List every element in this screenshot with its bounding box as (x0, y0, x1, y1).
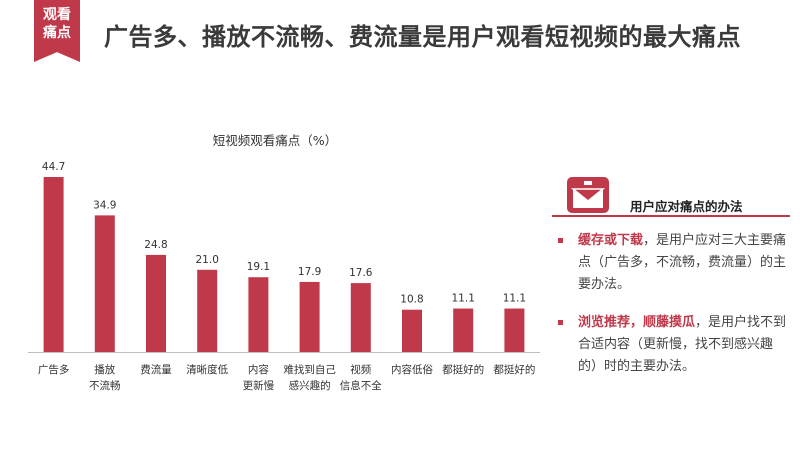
tip-body: 浏览推荐，顺藤摸瓜，是用户找不到合适内容（更新慢，找不到感兴趣的）时的主要办法。 (578, 312, 788, 378)
bullet-icon (558, 320, 563, 325)
bar (504, 308, 525, 352)
data-label: 21.0 (196, 254, 219, 266)
bar (94, 215, 115, 352)
tip-item: 浏览推荐，顺藤摸瓜，是用户找不到合适内容（更新慢，找不到感兴趣的）时的主要办法。 (558, 312, 788, 378)
data-label: 34.9 (93, 199, 116, 211)
chart-title: 短视频观看痛点（%） (212, 133, 338, 148)
data-label: 17.9 (298, 266, 321, 278)
tip-body: 缓存或下载，是用户应对三大主要痛点（广告多，不流畅，费流量）的主要办法。 (578, 230, 788, 296)
bar (43, 177, 64, 352)
data-label: 19.1 (247, 261, 270, 273)
bar (248, 277, 269, 352)
tip-highlight: 缓存或下载 (578, 233, 644, 248)
data-label: 10.8 (400, 294, 423, 306)
tick-label: 信息不全 (340, 379, 382, 392)
panel-title: 用户应对痛点的办法 (630, 199, 743, 214)
bar (299, 281, 320, 352)
tip-highlight: 浏览推荐，顺藤摸瓜 (578, 315, 696, 330)
tick-label: 内容 (248, 363, 269, 376)
section-badge-label: 观看 痛点 (43, 7, 71, 41)
bar (453, 308, 474, 352)
tick-label: 都挺好的 (442, 363, 484, 376)
envelope-icon (567, 177, 609, 213)
tick-label: 费流量 (140, 363, 172, 376)
bullet-icon (558, 238, 563, 243)
tip-item: 缓存或下载，是用户应对三大主要痛点（广告多，不流畅，费流量）的主要办法。 (558, 230, 788, 296)
section-badge: 观看 痛点 (34, 0, 80, 62)
bar (350, 283, 371, 352)
tick-label: 难找到自己 (283, 363, 336, 376)
tick-label: 内容低俗 (391, 363, 433, 376)
tip-text: ，是用户找不到合适内容（更新慢，找不到感兴趣的）时的主要办法。 (578, 315, 787, 374)
tick-label: 视频 (350, 363, 371, 376)
tick-label: 不流畅 (89, 379, 121, 392)
bar (197, 269, 218, 352)
tick-label: 清晰度低 (186, 363, 228, 376)
tip-text: ，是用户应对三大主要痛点（广告多，不流畅，费流量）的主要办法。 (578, 233, 787, 292)
panel-divider (552, 215, 790, 217)
tick-label: 广告多 (38, 363, 70, 376)
data-label: 24.8 (144, 239, 167, 251)
tick-label: 更新慢 (243, 379, 275, 392)
bar (146, 254, 166, 352)
data-label: 11.1 (452, 293, 475, 305)
tick-label: 都挺好的 (493, 363, 535, 376)
data-label: 11.1 (503, 293, 526, 305)
bar (402, 309, 422, 352)
tick-label: 感兴趣的 (289, 379, 331, 392)
data-label: 17.6 (349, 267, 373, 279)
tick-label: 播放 (94, 363, 115, 376)
data-label: 44.7 (42, 161, 65, 173)
page-title: 广告多、播放不流畅、费流量是用户观看短视频的最大痛点 (104, 23, 741, 51)
